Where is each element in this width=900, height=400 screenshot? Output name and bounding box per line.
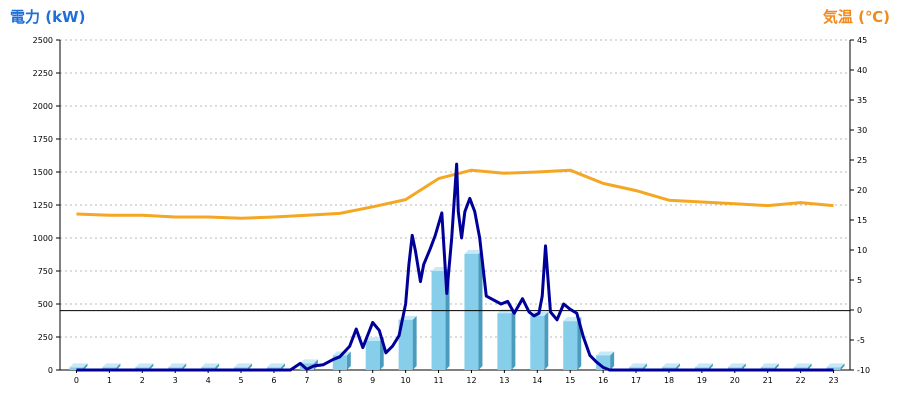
bar-side xyxy=(643,363,648,370)
bar-top xyxy=(596,351,615,356)
bar-side xyxy=(774,363,779,370)
bar-top xyxy=(661,363,680,368)
left-tick-label: 1750 xyxy=(33,135,53,144)
power-line xyxy=(76,162,834,372)
bar-top xyxy=(793,363,812,368)
bar xyxy=(464,253,479,370)
right-axis-title: 気温 (℃) xyxy=(822,8,890,26)
left-tick-label: 750 xyxy=(38,267,53,276)
right-tick-label: 30 xyxy=(857,126,867,135)
bar xyxy=(431,271,446,370)
x-tick-label: 6 xyxy=(271,376,276,385)
bar-top xyxy=(168,363,187,368)
left-axis-title: 電力 (kW) xyxy=(10,8,86,26)
bar-side xyxy=(215,363,220,370)
x-tick-label: 8 xyxy=(337,376,342,385)
bar-top xyxy=(727,363,746,368)
bar-top xyxy=(826,363,845,368)
left-tick-label: 1250 xyxy=(33,201,53,210)
x-tick-label: 9 xyxy=(370,376,375,385)
bar-top xyxy=(69,363,88,368)
bar xyxy=(530,315,545,370)
right-tick-label: -5 xyxy=(857,336,865,345)
left-tick-label: 250 xyxy=(38,333,53,342)
x-tick-label: 23 xyxy=(828,376,838,385)
bar-top xyxy=(135,363,154,368)
bar-side xyxy=(346,351,351,370)
right-tick-label: 25 xyxy=(857,156,867,165)
bar-top xyxy=(629,363,648,368)
x-tick-label: 22 xyxy=(796,376,806,385)
right-tick-label: -10 xyxy=(857,366,870,375)
left-tick-label: 2250 xyxy=(33,69,53,78)
left-tick-label: 2500 xyxy=(33,36,53,45)
right-tick-label: 0 xyxy=(857,306,862,315)
right-tick-label: 10 xyxy=(857,246,867,255)
left-tick-label: 500 xyxy=(38,300,53,309)
bar-side xyxy=(511,309,516,370)
bar xyxy=(365,340,380,370)
right-tick-label: 5 xyxy=(857,276,862,285)
bar-side xyxy=(149,363,154,370)
bar-side xyxy=(544,311,549,370)
right-tick-label: 20 xyxy=(857,186,867,195)
bar-top xyxy=(299,359,318,364)
bar-side xyxy=(83,363,88,370)
bar-side xyxy=(741,363,746,370)
x-tick-label: 20 xyxy=(730,376,740,385)
bar-side xyxy=(478,249,483,370)
bar-top xyxy=(760,363,779,368)
bar-side xyxy=(248,363,253,370)
x-tick-label: 13 xyxy=(499,376,509,385)
x-tick-label: 16 xyxy=(598,376,608,385)
bar-side xyxy=(675,363,680,370)
x-tick-label: 19 xyxy=(697,376,707,385)
x-tick-label: 17 xyxy=(631,376,641,385)
bar-top xyxy=(365,336,384,341)
bar-side xyxy=(610,351,615,370)
bar xyxy=(563,321,578,370)
x-tick-label: 15 xyxy=(565,376,575,385)
bar-top xyxy=(464,249,483,254)
x-tick-label: 10 xyxy=(401,376,411,385)
bar-top xyxy=(234,363,253,368)
bar xyxy=(497,313,512,370)
left-tick-label: 1000 xyxy=(33,234,53,243)
x-tick-label: 12 xyxy=(466,376,476,385)
x-tick-label: 14 xyxy=(532,376,542,385)
x-tick-label: 21 xyxy=(763,376,773,385)
right-tick-label: 15 xyxy=(857,216,867,225)
bar-side xyxy=(412,315,417,370)
bar-top xyxy=(694,363,713,368)
bar-side xyxy=(807,363,812,370)
bar-top xyxy=(201,363,220,368)
x-tick-label: 1 xyxy=(107,376,112,385)
bar-top xyxy=(266,363,285,368)
x-tick-label: 2 xyxy=(140,376,145,385)
bar-side xyxy=(116,363,121,370)
bar xyxy=(398,319,413,370)
bar xyxy=(299,363,314,370)
x-tick-label: 0 xyxy=(74,376,79,385)
x-tick-label: 5 xyxy=(238,376,243,385)
right-tick-label: 40 xyxy=(857,66,867,75)
right-tick-label: 35 xyxy=(857,96,867,105)
bar-side xyxy=(708,363,713,370)
x-tick-label: 3 xyxy=(173,376,178,385)
bar-side xyxy=(840,363,845,370)
x-tick-label: 11 xyxy=(433,376,443,385)
left-tick-label: 2000 xyxy=(33,102,53,111)
left-tick-label: 1500 xyxy=(33,168,53,177)
left-tick-label: 0 xyxy=(48,366,53,375)
bar-side xyxy=(182,363,187,370)
bar-top xyxy=(102,363,121,368)
x-tick-label: 18 xyxy=(664,376,674,385)
right-tick-label: 45 xyxy=(857,36,867,45)
bar-side xyxy=(280,363,285,370)
x-tick-label: 7 xyxy=(304,376,309,385)
x-tick-label: 4 xyxy=(206,376,211,385)
